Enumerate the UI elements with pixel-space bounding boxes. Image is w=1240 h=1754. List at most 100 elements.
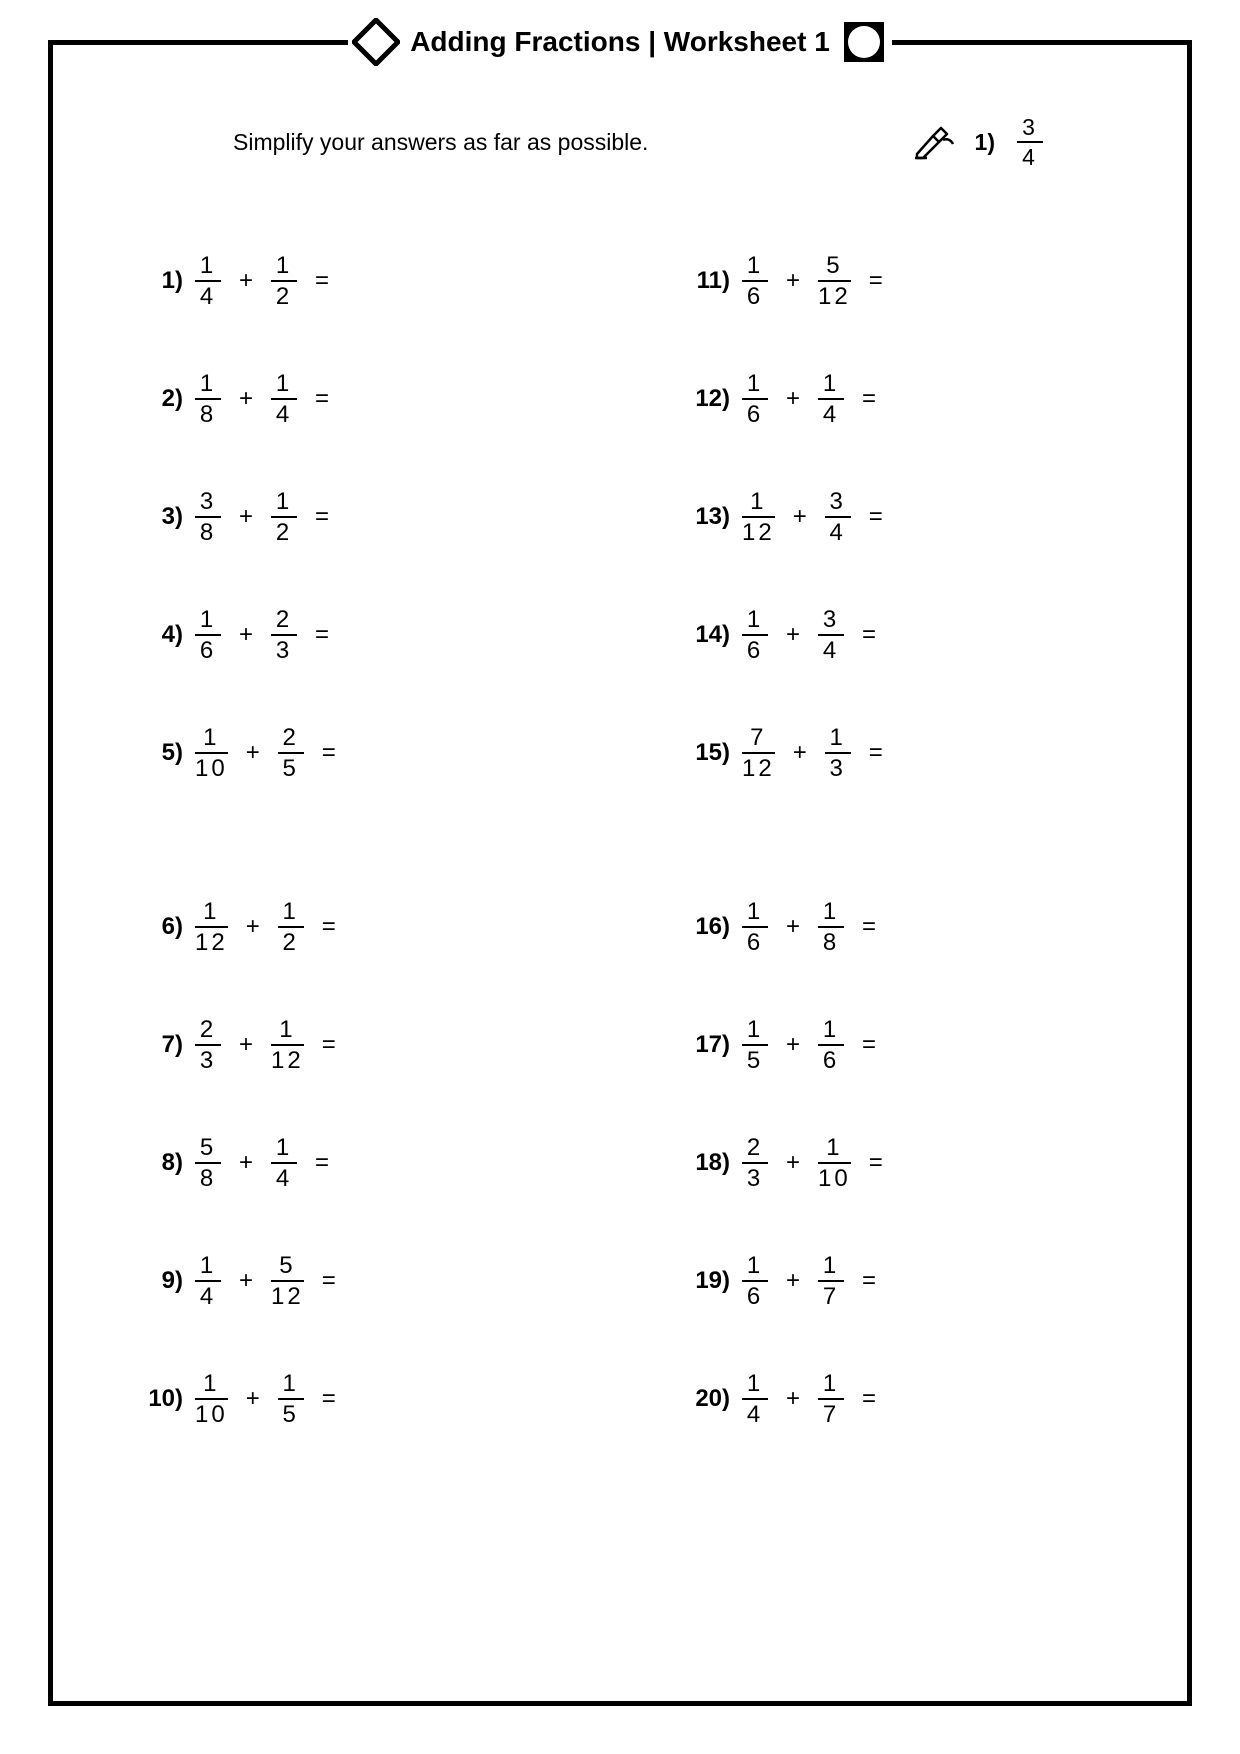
fraction-b: 14 — [814, 371, 848, 427]
numerator: 1 — [747, 1253, 763, 1280]
equals-sign: = — [848, 621, 890, 649]
worksheet-title: Adding Fractions | Worksheet 1 — [400, 26, 840, 58]
problem-number: 10) — [133, 1385, 191, 1413]
equals-sign: = — [855, 1149, 897, 1177]
denominator: 8 — [200, 1164, 216, 1191]
plus-operator: + — [772, 267, 814, 295]
equals-sign: = — [848, 1385, 890, 1413]
numerator: 5 — [200, 1135, 216, 1162]
numerator: 1 — [747, 899, 763, 926]
numerator: 1 — [283, 1371, 299, 1398]
fraction-a: 38 — [191, 489, 225, 545]
denominator: 7 — [823, 1400, 839, 1427]
denominator: 10 — [195, 1400, 228, 1427]
denominator: 10 — [195, 754, 228, 781]
example-label: 1) — [975, 129, 995, 156]
problem-row: 9)14+512= — [133, 1249, 620, 1313]
numerator: 7 — [750, 725, 766, 752]
denominator: 6 — [747, 928, 763, 955]
denominator: 4 — [276, 400, 292, 427]
numerator: 1 — [200, 253, 216, 280]
title-wrap: Adding Fractions | Worksheet 1 — [53, 18, 1187, 66]
problem-block: 16)16+18=17)15+16=18)23+110=19)16+17=20)… — [680, 895, 1137, 1431]
numerator: 1 — [830, 725, 846, 752]
numerator: 1 — [747, 607, 763, 634]
plus-operator: + — [779, 739, 821, 767]
plus-operator: + — [232, 739, 274, 767]
denominator: 4 — [823, 636, 839, 663]
problem-row: 13)112+34= — [680, 485, 1137, 549]
numerator: 2 — [747, 1135, 763, 1162]
fraction-a: 14 — [738, 1371, 772, 1427]
problem-number: 11) — [680, 267, 738, 295]
fraction-a: 16 — [738, 253, 772, 309]
denominator: 4 — [276, 1164, 292, 1191]
fraction-a: 112 — [738, 489, 779, 545]
equals-sign: = — [848, 1031, 890, 1059]
plus-operator: + — [225, 385, 267, 413]
numerator: 1 — [823, 371, 839, 398]
equals-sign: = — [848, 1267, 890, 1295]
fraction-a: 16 — [191, 607, 225, 663]
problem-row: 11)16+512= — [680, 249, 1137, 313]
fraction-a: 23 — [191, 1017, 225, 1073]
problem-number: 1) — [133, 267, 191, 295]
fraction-a: 16 — [738, 899, 772, 955]
plus-operator: + — [772, 1031, 814, 1059]
fraction-b: 12 — [267, 253, 301, 309]
problem-columns: 1)14+12=2)18+14=3)38+12=4)16+23=5)110+25… — [103, 249, 1137, 1485]
problem-block: 1)14+12=2)18+14=3)38+12=4)16+23=5)110+25… — [133, 249, 620, 785]
fraction-a: 15 — [738, 1017, 772, 1073]
fraction-b: 110 — [814, 1135, 855, 1191]
fraction-b: 23 — [267, 607, 301, 663]
fraction-b: 34 — [821, 489, 855, 545]
denominator: 6 — [747, 1282, 763, 1309]
numerator: 1 — [276, 1135, 292, 1162]
problem-row: 20)14+17= — [680, 1367, 1137, 1431]
writing-hand-icon — [913, 124, 957, 160]
numerator: 2 — [276, 607, 292, 634]
denominator: 4 — [747, 1400, 763, 1427]
fraction-a: 14 — [191, 1253, 225, 1309]
numerator: 5 — [826, 253, 842, 280]
problem-row: 14)16+34= — [680, 603, 1137, 667]
denominator: 12 — [271, 1046, 304, 1073]
denominator: 2 — [276, 282, 292, 309]
numerator: 1 — [203, 899, 219, 926]
numerator: 5 — [279, 1253, 295, 1280]
problem-row: 7)23+112= — [133, 1013, 620, 1077]
denominator: 10 — [818, 1164, 851, 1191]
equals-sign: = — [308, 1031, 350, 1059]
example-fraction: 3 4 — [1013, 115, 1047, 169]
fraction-a: 16 — [738, 607, 772, 663]
fraction-a: 58 — [191, 1135, 225, 1191]
fraction-a: 14 — [191, 253, 225, 309]
numerator: 1 — [276, 489, 292, 516]
problem-number: 8) — [133, 1149, 191, 1177]
diamond-outline-icon — [352, 18, 400, 66]
worked-example: 1) 3 4 — [913, 115, 1047, 169]
instruction-text: Simplify your answers as far as possible… — [233, 129, 648, 156]
equals-sign: = — [308, 913, 350, 941]
denominator: 4 — [830, 518, 846, 545]
denominator: 3 — [747, 1164, 763, 1191]
equals-sign: = — [308, 739, 350, 767]
fraction-b: 15 — [274, 1371, 308, 1427]
fraction-b: 512 — [267, 1253, 308, 1309]
denominator: 4 — [823, 400, 839, 427]
denominator: 3 — [276, 636, 292, 663]
problem-row: 6)112+12= — [133, 895, 620, 959]
fraction-a: 110 — [191, 725, 232, 781]
numerator: 1 — [823, 1017, 839, 1044]
denominator: 7 — [823, 1282, 839, 1309]
problem-row: 2)18+14= — [133, 367, 620, 431]
equals-sign: = — [848, 385, 890, 413]
equals-sign: = — [308, 1385, 350, 1413]
numerator: 1 — [747, 1017, 763, 1044]
problem-number: 16) — [680, 913, 738, 941]
problem-row: 17)15+16= — [680, 1013, 1137, 1077]
equals-sign: = — [855, 267, 897, 295]
numerator: 1 — [826, 1135, 842, 1162]
numerator: 2 — [283, 725, 299, 752]
problem-block: 11)16+512=12)16+14=13)112+34=14)16+34=15… — [680, 249, 1137, 785]
